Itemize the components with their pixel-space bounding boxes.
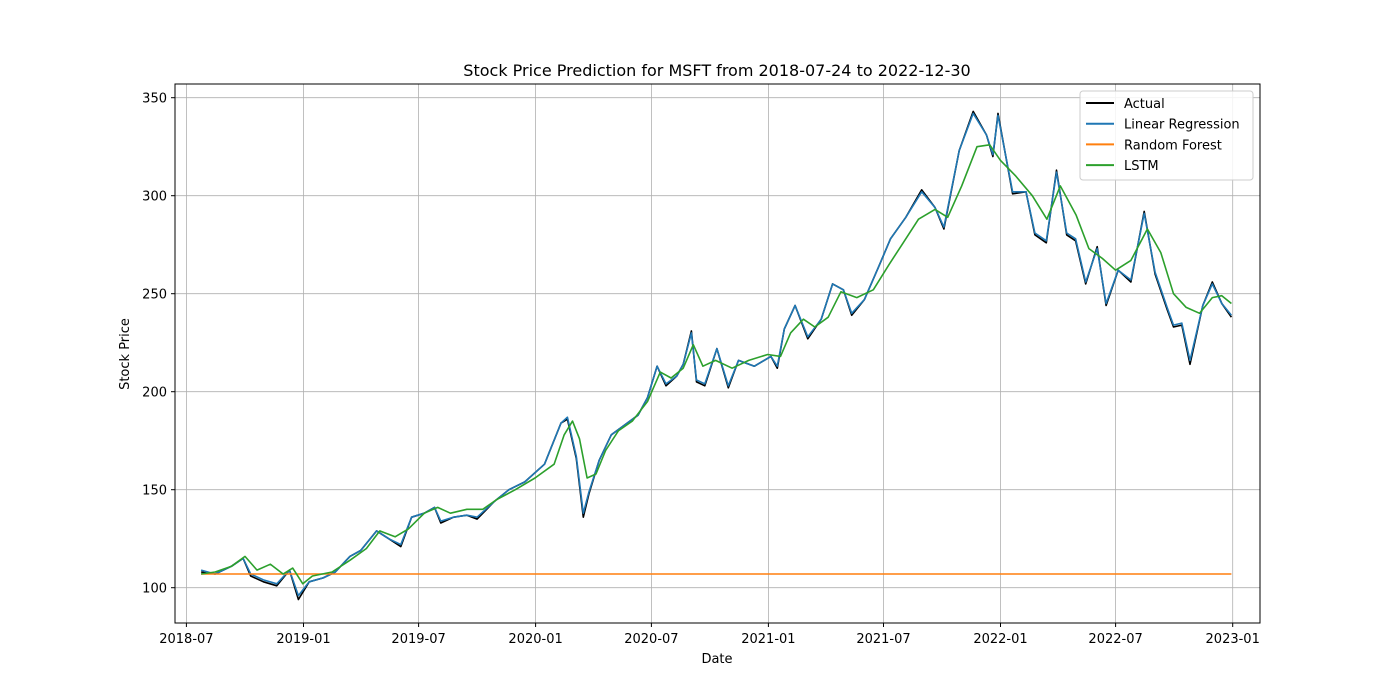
legend-label-random-forest: Random Forest: [1124, 138, 1222, 153]
x-tick-label: 2019-01: [276, 632, 330, 647]
x-tick-label: 2021-01: [741, 632, 795, 647]
legend-box: [1079, 90, 1254, 181]
legend-label-linear-regression: Linear Regression: [1124, 118, 1240, 133]
y-axis-label: Stock Price: [118, 318, 133, 390]
series-line-lstm: [200, 144, 1232, 585]
series-line-linear-regression: [200, 112, 1233, 597]
x-tick-label: 2019-07: [391, 632, 445, 647]
legend: Actual Linear Regression Random Forest LSTM: [1079, 90, 1254, 181]
plot-frame: [174, 83, 1261, 624]
y-tick-label: 300: [142, 190, 167, 205]
x-tick-label: 2020-01: [508, 632, 562, 647]
x-axis-label: Date: [701, 652, 732, 667]
y-tick-label: 350: [142, 92, 167, 107]
chart-title: Stock Price Prediction for MSFT from 201…: [463, 61, 970, 80]
x-tick-label: 2023-01: [1206, 632, 1260, 647]
x-tick-label: 2020-07: [624, 632, 678, 647]
y-tick-label: 200: [142, 386, 167, 401]
legend-label-lstm: LSTM: [1124, 159, 1159, 174]
x-tick-label: 2022-01: [973, 632, 1027, 647]
x-tick-label: 2021-07: [856, 632, 910, 647]
x-tick-label: 2018-07: [159, 632, 213, 647]
y-tick-label: 250: [142, 288, 167, 303]
y-tick-label: 150: [142, 484, 167, 499]
y-axis-ticks: 100 150 200 250 300 350: [142, 92, 175, 597]
legend-label-actual: Actual: [1124, 97, 1165, 112]
x-tick-label: 2022-07: [1088, 632, 1142, 647]
y-tick-label: 100: [142, 582, 167, 597]
x-axis-ticks: 2018-07 2019-01 2019-07 2020-01 2020-07 2021-…: [159, 623, 1260, 647]
series-lines: [200, 110, 1233, 601]
